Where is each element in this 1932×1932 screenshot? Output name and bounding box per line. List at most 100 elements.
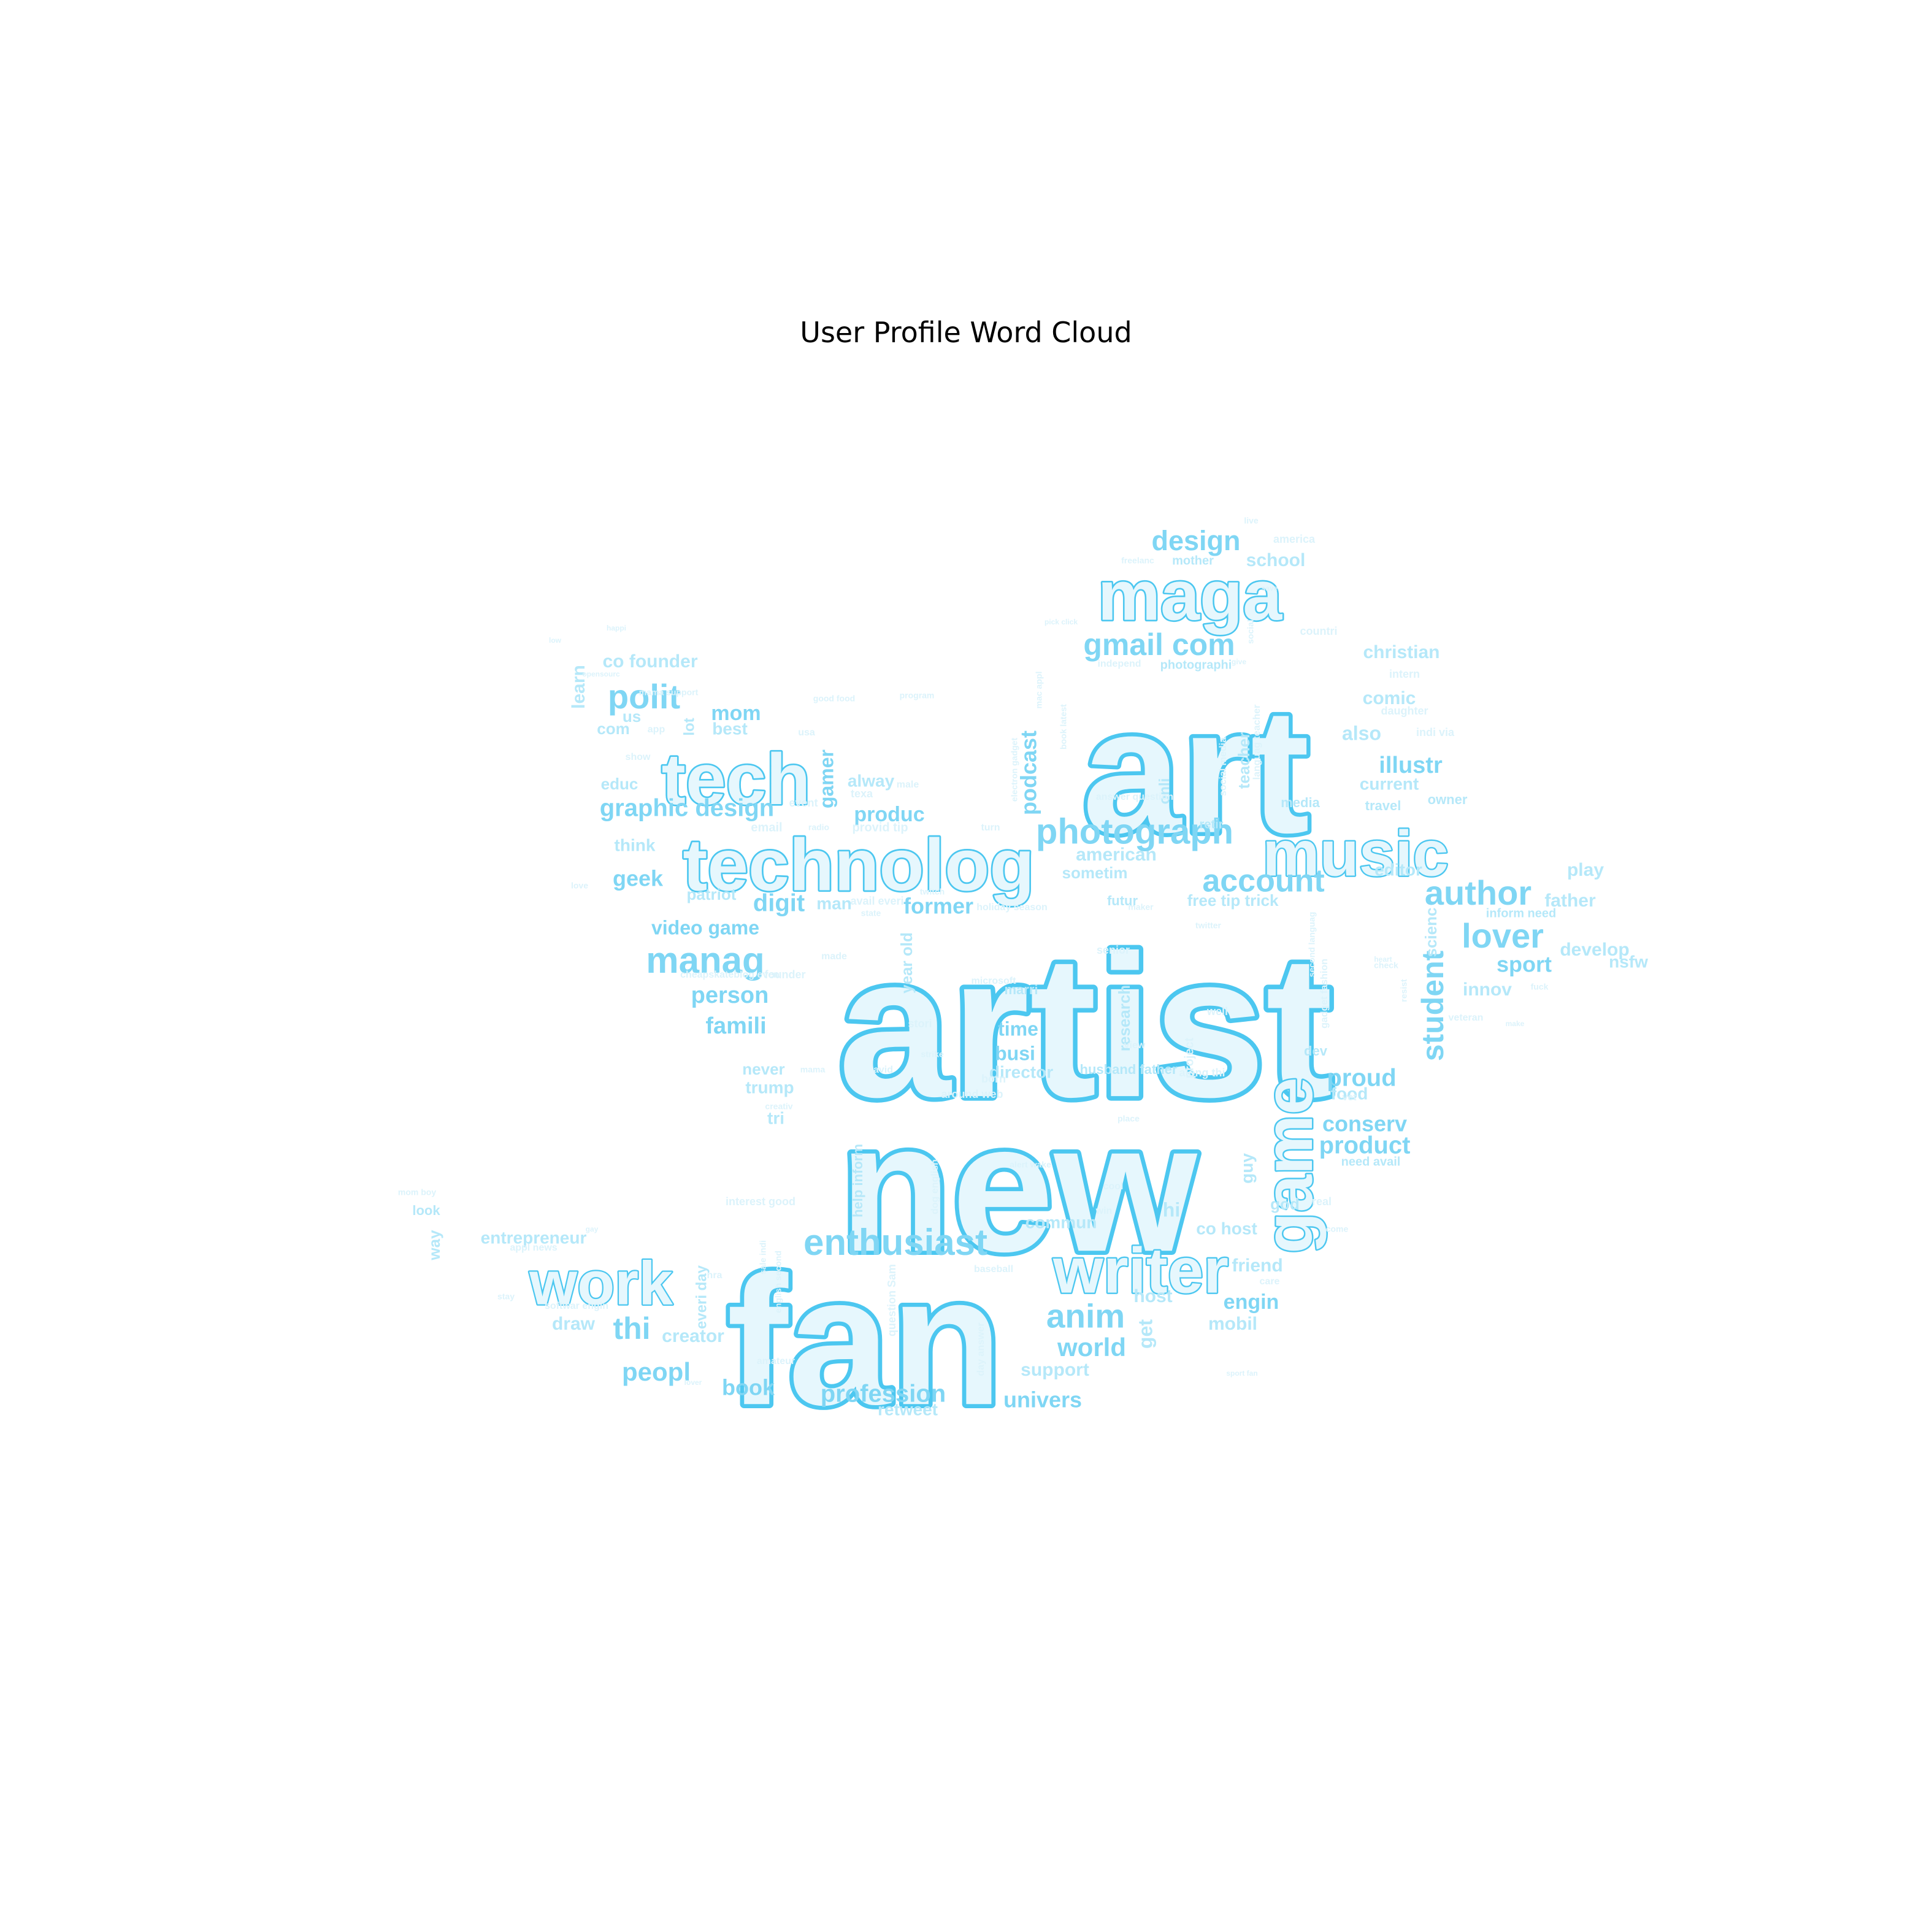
word-show: show xyxy=(626,752,651,762)
word-texa: texa xyxy=(851,788,873,800)
word-america: america xyxy=(1273,533,1316,545)
word-marri: marri xyxy=(1004,982,1038,997)
word-freelanc: freelanc xyxy=(1121,556,1154,565)
word-nra: nra xyxy=(707,1270,723,1281)
word-music: music xyxy=(1262,818,1448,890)
word-christian: christian xyxy=(1363,642,1439,662)
word-mom-boy: mom boy xyxy=(398,1187,436,1197)
word-twitter: twitter xyxy=(1195,921,1222,930)
word-made: made xyxy=(821,951,847,962)
word-appl-news: appl news xyxy=(510,1243,557,1253)
word-alway: alway xyxy=(848,771,895,790)
word-retweet: retweet xyxy=(878,1400,938,1419)
word-lover: lover xyxy=(684,1378,702,1387)
word-new: new xyxy=(839,1084,1197,1290)
word-guy: guy xyxy=(1237,1153,1256,1184)
word-commun: commun xyxy=(1025,1213,1097,1232)
word-think: think xyxy=(615,835,656,854)
word-scienc: scienc xyxy=(1422,908,1440,957)
word-mother: mother xyxy=(1172,554,1214,567)
word-podcast: podcast xyxy=(1016,730,1041,815)
word-opensourc: opensourc xyxy=(582,670,620,678)
word-senior: senior xyxy=(1097,944,1130,956)
word-care: care xyxy=(1260,1276,1280,1287)
word-travel: travel xyxy=(1365,798,1401,813)
word-avid: avid xyxy=(873,1065,893,1075)
word-man: man xyxy=(816,894,852,913)
word-usa: usa xyxy=(798,727,815,738)
word-graphic-design: graphic design xyxy=(600,795,775,822)
word-father: father xyxy=(1544,891,1596,911)
word-get: get xyxy=(1134,1319,1156,1349)
word-entrepreneur: entrepreneur xyxy=(481,1228,587,1247)
word-stori: stori xyxy=(908,1018,932,1030)
word-maker: maker xyxy=(1128,902,1154,912)
word-engin: engin xyxy=(1224,1290,1279,1314)
word-mobil: mobil xyxy=(1208,1314,1257,1334)
word-account: account xyxy=(1202,864,1324,899)
word-amateur: amateur xyxy=(757,1356,795,1367)
word-question-sam: question Sam xyxy=(886,1264,898,1336)
word-nsfw: nsfw xyxy=(1609,952,1648,971)
word-creator: creator xyxy=(662,1326,724,1346)
word-proud: proud xyxy=(1327,1065,1396,1092)
word-innov: innov xyxy=(1463,979,1512,1000)
word-maga: maga xyxy=(1098,556,1282,635)
word-book: book xyxy=(722,1375,775,1400)
word-game: game xyxy=(1251,1077,1327,1253)
word-veteran: veteran xyxy=(1449,1013,1484,1023)
word-support: support xyxy=(1021,1360,1089,1380)
word-look: look xyxy=(412,1203,440,1218)
word-way: way xyxy=(425,1230,443,1261)
word-conserv: conserv xyxy=(1322,1111,1407,1137)
word-food: food xyxy=(1331,1084,1368,1103)
word-dev: dev xyxy=(1304,1043,1328,1059)
word-enthusiast: enthusiast xyxy=(803,1222,987,1263)
word-low: low xyxy=(549,636,562,645)
word-born: born xyxy=(981,1073,1006,1085)
word-former: former xyxy=(903,894,973,919)
word-photographi: photographi xyxy=(1160,658,1232,672)
word-happi: happi xyxy=(607,624,626,632)
word-english-second: english second xyxy=(773,1251,783,1313)
word-need-avail: need avail xyxy=(1341,1155,1401,1168)
word-provid-tip: provid tip xyxy=(852,821,908,834)
word-art: art xyxy=(1083,672,1310,870)
word-electron-gadget: electron gadget xyxy=(1010,738,1019,802)
word-holiday-season: holiday season xyxy=(976,902,1048,913)
word-give: give xyxy=(1232,657,1246,666)
word-pick-click: pick click xyxy=(1045,618,1078,626)
word-save: save xyxy=(1262,584,1278,592)
word-co-founder: co founder xyxy=(603,651,698,672)
word-along-thi: along thi xyxy=(1179,1067,1225,1079)
word-us: us xyxy=(623,707,641,726)
word-languag-teacher: languag teacher xyxy=(1252,705,1262,780)
word-person: person xyxy=(691,983,769,1008)
word-owner: owner xyxy=(1428,792,1468,807)
word-microsoft: microsoft xyxy=(972,976,1017,986)
word-day-answer: day answer xyxy=(976,1322,986,1376)
word-draw: draw xyxy=(552,1314,596,1334)
word-american: american xyxy=(1076,845,1157,865)
word-mac-appl: mac appl xyxy=(1034,672,1044,709)
word-cheapskateblog-even: cheapskateblog even xyxy=(680,970,780,980)
word-media: media xyxy=(1281,795,1320,810)
word-never: never xyxy=(742,1060,784,1078)
word-peopl: peopl xyxy=(622,1357,691,1386)
word-gay: gay xyxy=(586,1225,599,1233)
word-mama: mama xyxy=(800,1065,826,1075)
word-director: director xyxy=(989,1062,1053,1081)
word-founder: founder xyxy=(765,968,806,981)
word-everi-day: everi day xyxy=(693,1265,710,1329)
word-project: project xyxy=(1183,1037,1196,1078)
word-gamer: gamer xyxy=(815,749,837,808)
word-profession: profession xyxy=(821,1381,946,1408)
word-state: state xyxy=(861,908,881,918)
word-stay: stay xyxy=(497,1292,515,1301)
word-learn: learn xyxy=(569,665,589,709)
word-produc: produc xyxy=(854,803,924,826)
word-inform-need: inform need xyxy=(1486,907,1556,920)
word-anim: anim xyxy=(1046,1297,1125,1335)
word-fuck: fuck xyxy=(1531,982,1549,992)
